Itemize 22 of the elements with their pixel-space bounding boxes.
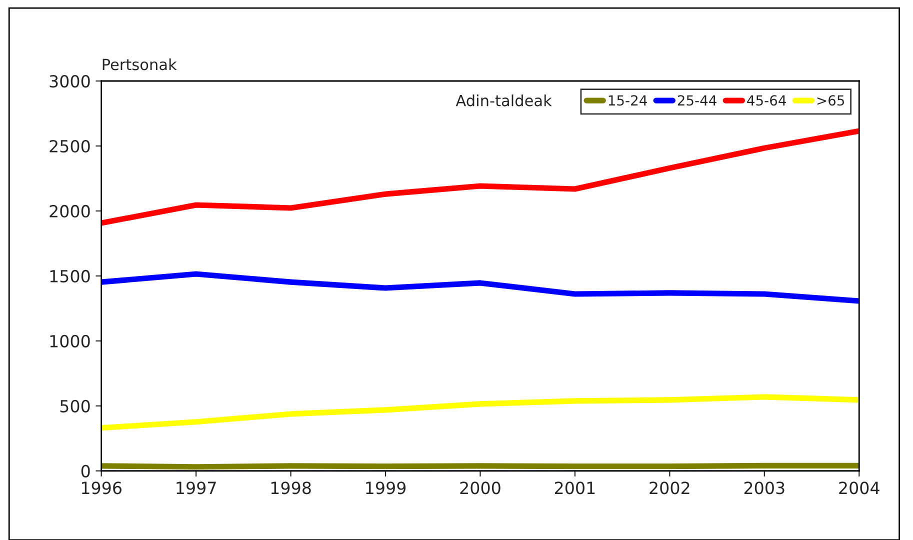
y-axis-title: Pertsonak: [102, 58, 177, 70]
x-tick-label: 2004: [839, 482, 880, 494]
x-tick-label: 2003: [744, 482, 784, 494]
y-tick-label: 2500: [50, 140, 90, 153]
y-tick-label: 2000: [50, 204, 90, 218]
x-tick-label: 2000: [460, 482, 500, 494]
y-tick-label: 3000: [50, 74, 90, 88]
y-tick-label: 0: [81, 464, 90, 478]
x-tick-label: 1998: [271, 482, 311, 494]
legend-label: 25-44: [678, 95, 716, 106]
legend-title: Adin-taldeak: [456, 94, 552, 106]
y-tick-label: 1000: [50, 334, 90, 348]
x-tick-label: 2001: [554, 482, 595, 494]
x-tick-label: 2002: [650, 482, 690, 494]
y-tick-label: 1500: [50, 270, 90, 283]
x-tick-label: 1999: [366, 482, 406, 494]
x-tick-label: 1997: [176, 482, 216, 494]
legend-label: >65: [817, 95, 844, 106]
x-tick-label: 1996: [82, 482, 122, 494]
legend-label: 45-64: [747, 95, 786, 106]
y-tick-label: 500: [60, 400, 90, 412]
legend-label: 15-24: [608, 95, 647, 106]
